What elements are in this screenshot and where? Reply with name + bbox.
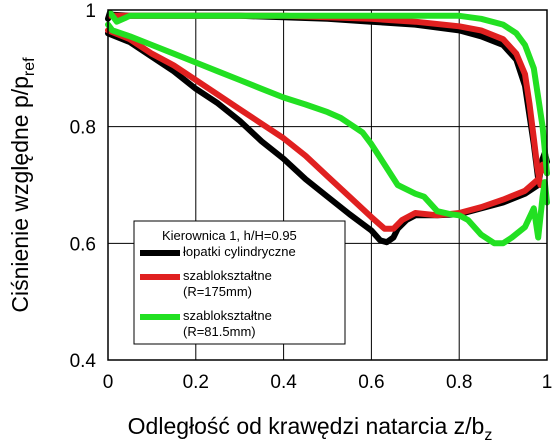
x-tick-label: 0.8 [446, 372, 472, 393]
x-tick-labels: 0 0.2 0.4 0.6 0.8 1 [103, 372, 553, 393]
legend: Kierownica 1, h/H=0.95 łopatki cylindryc… [133, 220, 346, 345]
legend-label-1: łopatki cylindryczne [183, 244, 296, 259]
series-line-3-2 [105, 21, 550, 247]
x-axis-label-main: Odległość od krawędzi natarcia z/b [128, 413, 485, 439]
series-line-2-2 [105, 27, 550, 232]
legend-label-2: szablokształtne [183, 268, 272, 283]
y-tick-label: 0.6 [70, 234, 96, 255]
series-line-2-1 [107, 12, 544, 188]
plot-frame [107, 9, 548, 361]
legend-entries: łopatki cylindryczneszablokształtne(R=17… [140, 244, 296, 339]
x-tick-label: 1 [542, 372, 553, 393]
y-tick-label: 0.8 [70, 118, 96, 139]
x-axis-label: Odległość od krawędzi natarcia z/bz [128, 413, 493, 440]
y-axis-label: Ciśnienie względne p/pref [7, 57, 38, 313]
legend-label-3: szablokształtne [183, 308, 272, 323]
legend-label-2: (R=175mm) [183, 284, 252, 299]
series-layer [105, 9, 550, 247]
series-line-3-1 [107, 9, 550, 177]
y-axis-label-sub: ref [21, 57, 38, 76]
legend-box [133, 220, 346, 345]
legend-title: Kierownica 1, h/H=0.95 [162, 228, 297, 243]
y-tick-labels: 0.4 0.6 0.8 1 [70, 1, 97, 372]
x-tick-label: 0.4 [270, 372, 297, 393]
x-tick-label: 0 [103, 372, 114, 393]
x-tick-label: 0.6 [358, 372, 384, 393]
legend-label-3: (R=81.5mm) [183, 324, 256, 339]
series-line-1-1 [105, 9, 542, 183]
x-tick-label: 0.2 [183, 372, 209, 393]
x-axis-label-sub: z [484, 427, 492, 440]
y-tick-label: 0.4 [70, 351, 97, 372]
y-axis-label-main: Ciśnienie względne p/p [7, 76, 33, 313]
y-tick-label: 1 [85, 1, 96, 22]
